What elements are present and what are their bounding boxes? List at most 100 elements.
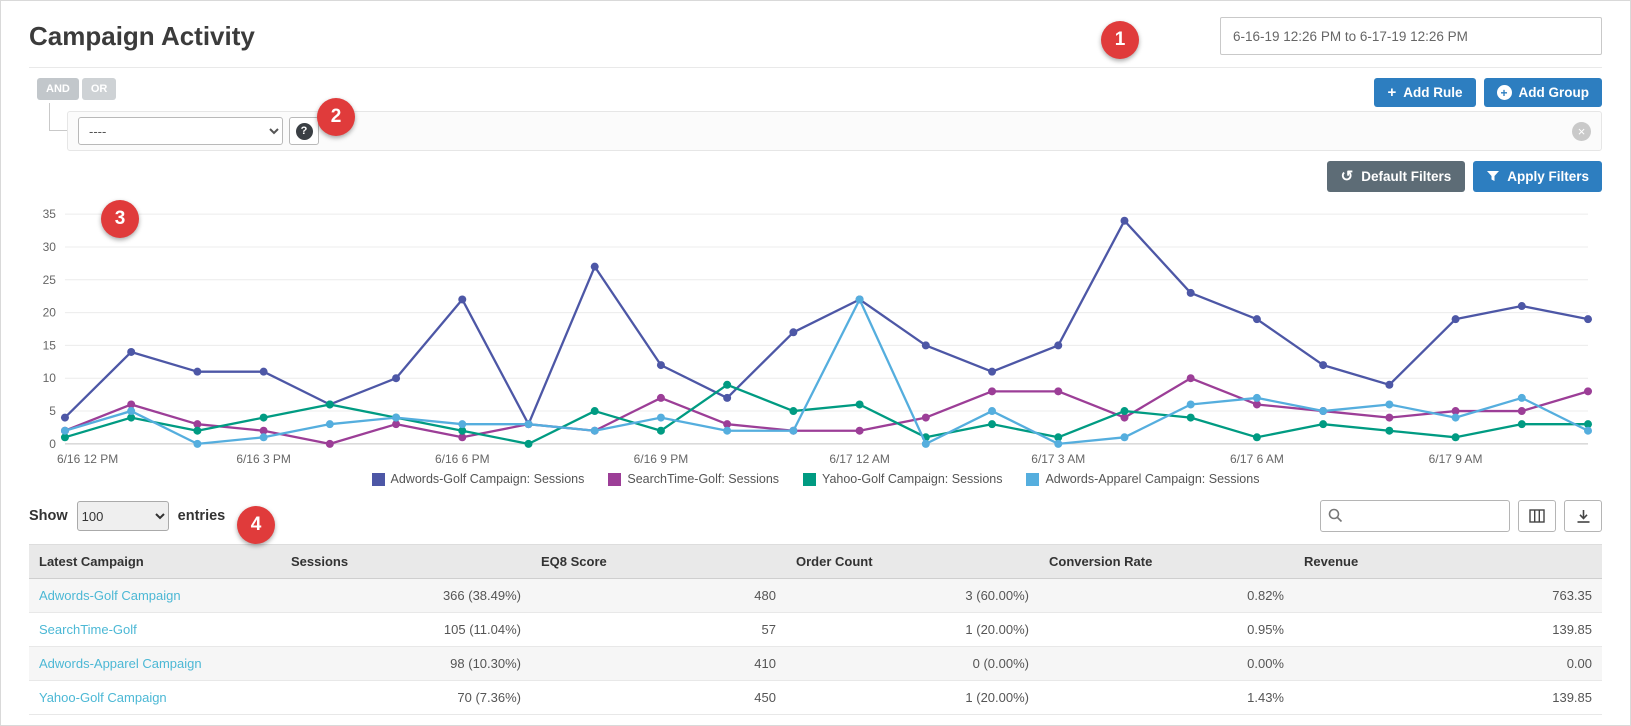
filter-builder-header: AND OR + Add Rule + Add Group (29, 78, 1602, 107)
eq8-cell: 57 (531, 612, 786, 647)
column-header-sessions[interactable]: Sessions (281, 544, 531, 579)
add-rule-button[interactable]: + Add Rule (1374, 78, 1476, 107)
filter-rule-row: ---- ? × (29, 103, 1602, 151)
header-divider (29, 67, 1602, 68)
campaign-link[interactable]: Adwords-Apparel Campaign (39, 656, 202, 671)
plus-icon: + (1387, 84, 1397, 101)
campaign-cell: SearchTime-Golf (29, 612, 281, 647)
apply-filters-button[interactable]: Apply Filters (1473, 161, 1602, 192)
remove-rule-icon[interactable]: × (1572, 121, 1591, 141)
campaign-link[interactable]: Yahoo-Golf Campaign (39, 690, 167, 705)
svg-text:6/16 3 PM: 6/16 3 PM (236, 452, 291, 466)
revenue-cell: 0.00 (1294, 646, 1602, 681)
campaign-cell: Adwords-Apparel Campaign (29, 646, 281, 681)
or-button[interactable]: OR (81, 78, 117, 100)
svg-text:10: 10 (43, 371, 57, 385)
search-tools (1320, 500, 1602, 532)
column-header-latest-campaign[interactable]: Latest Campaign (29, 544, 281, 579)
svg-text:30: 30 (43, 240, 57, 254)
orders-cell: 0 (0.00%) (786, 646, 1039, 681)
column-header-conversion-rate[interactable]: Conversion Rate (1039, 544, 1294, 579)
search-icon (1328, 508, 1343, 523)
sessions-cell: 70 (7.36%) (281, 680, 531, 715)
svg-text:6/16 12 PM: 6/16 12 PM (57, 452, 118, 466)
legend-swatch (803, 472, 817, 486)
svg-text:25: 25 (43, 273, 57, 287)
date-range-input[interactable] (1220, 17, 1602, 55)
conversion-cell: 0.00% (1039, 646, 1294, 681)
svg-text:6/16 6 PM: 6/16 6 PM (435, 452, 490, 466)
chart-series[interactable] (60, 380, 1593, 448)
campaign-link[interactable]: SearchTime-Golf (39, 622, 137, 637)
conversion-cell: 1.43% (1039, 680, 1294, 715)
legend-swatch (608, 472, 622, 486)
eq8-cell: 410 (531, 646, 786, 681)
legend-label: SearchTime-Golf: Sessions (627, 472, 780, 486)
svg-text:6/17 3 AM: 6/17 3 AM (1031, 452, 1085, 466)
campaign-cell: Adwords-Golf Campaign (29, 578, 281, 613)
table-header-row: Latest Campaign Sessions EQ8 Score Order… (29, 544, 1602, 579)
legend-item[interactable]: Yahoo-Golf Campaign: Sessions (803, 472, 1002, 486)
svg-text:35: 35 (43, 207, 57, 221)
chart-series[interactable] (60, 216, 1593, 429)
default-filters-button[interactable]: ↺ Default Filters (1326, 161, 1466, 192)
conversion-cell: 0.82% (1039, 578, 1294, 613)
legend-item[interactable]: Adwords-Apparel Campaign: Sessions (1026, 472, 1259, 486)
table-controls: Show 100 entries (29, 500, 1602, 532)
filter-top-actions: + Add Rule + Add Group (1374, 78, 1602, 107)
legend-label: Adwords-Golf Campaign: Sessions (390, 472, 585, 486)
legend-label: Adwords-Apparel Campaign: Sessions (1045, 472, 1260, 486)
download-button[interactable] (1564, 500, 1602, 532)
campaign-cell: Yahoo-Golf Campaign (29, 680, 281, 715)
rule-tree-connector (49, 103, 67, 131)
legend-swatch (371, 472, 385, 486)
svg-text:6/16 9 PM: 6/16 9 PM (634, 452, 689, 466)
callout-1: 1 (1101, 21, 1139, 59)
sessions-cell: 105 (11.04%) (281, 612, 531, 647)
plus-circle-icon: + (1496, 85, 1512, 100)
legend-item[interactable]: Adwords-Golf Campaign: Sessions (371, 472, 585, 486)
chart-legend: Adwords-Golf Campaign: Sessions SearchTim… (29, 472, 1602, 486)
eq8-cell: 450 (531, 680, 786, 715)
column-header-revenue[interactable]: Revenue (1294, 544, 1602, 579)
sessions-line-chart[interactable]: 0 5 10 15 20 25 30 35 6/16 12 PM 6/16 3 PM 6/16 6 … (29, 202, 1602, 470)
question-mark-icon: ? (295, 122, 313, 140)
and-or-toggle: AND OR (29, 78, 117, 100)
campaign-link[interactable]: Adwords-Golf Campaign (39, 588, 181, 603)
show-label: Show (29, 508, 68, 524)
campaigns-table: Latest Campaign Sessions EQ8 Score Order… (29, 544, 1602, 715)
add-group-button[interactable]: + Add Group (1483, 78, 1602, 107)
page-size-select[interactable]: 100 (76, 501, 169, 531)
legend-swatch (1026, 472, 1040, 486)
column-visibility-button[interactable] (1518, 500, 1556, 532)
eq8-cell: 480 (531, 578, 786, 613)
column-header-order-count[interactable]: Order Count (786, 544, 1039, 579)
orders-cell: 1 (20.00%) (786, 680, 1039, 715)
svg-text:15: 15 (43, 338, 57, 352)
entries-label: entries (177, 508, 226, 524)
and-button[interactable]: AND (37, 78, 79, 100)
conversion-cell: 0.95% (1039, 612, 1294, 647)
apply-filters-label: Apply Filters (1507, 169, 1589, 184)
default-filters-label: Default Filters (1361, 169, 1452, 184)
add-rule-label: Add Rule (1403, 85, 1463, 100)
filter-funnel-icon (1487, 171, 1500, 181)
sessions-chart-area: 0 5 10 15 20 25 30 35 6/16 12 PM 6/16 3 PM 6/16 6 … (29, 202, 1602, 486)
show-entries-group: Show 100 entries (29, 501, 225, 531)
callout-2: 2 (317, 98, 355, 136)
column-header-eq8-score[interactable]: EQ8 Score (531, 544, 786, 579)
filter-actions: ↺ Default Filters Apply Filters (29, 161, 1602, 192)
table-columns-icon (1529, 509, 1545, 523)
orders-cell: 3 (60.00%) (786, 578, 1039, 613)
revenue-cell: 763.35 (1294, 578, 1602, 613)
chart-series[interactable] (60, 295, 1593, 448)
table-row: Yahoo-Golf Campaign 70 (7.36%) 450 1 (20… (29, 680, 1602, 715)
search-input[interactable] (1320, 500, 1510, 532)
svg-text:5: 5 (49, 404, 56, 418)
help-button[interactable]: ? (289, 117, 319, 145)
sessions-cell: 366 (38.49%) (281, 578, 531, 613)
rule-field-select[interactable]: ---- (78, 117, 283, 145)
orders-cell: 1 (20.00%) (786, 612, 1039, 647)
legend-item[interactable]: SearchTime-Golf: Sessions (608, 472, 779, 486)
